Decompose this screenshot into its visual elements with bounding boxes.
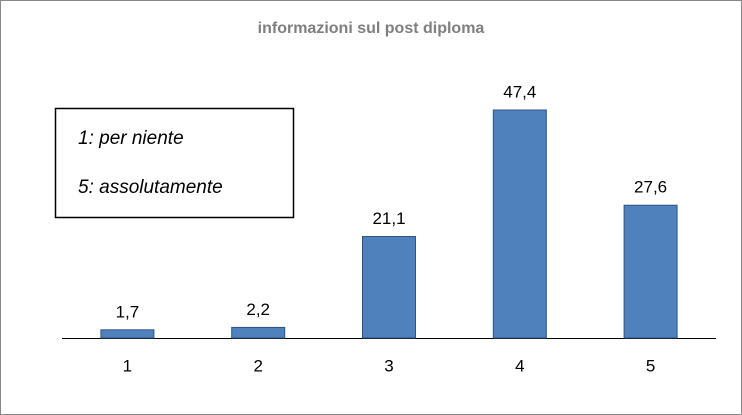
value-label: 47,4 bbox=[503, 82, 536, 101]
bar bbox=[623, 204, 678, 339]
x-tick-label: 4 bbox=[515, 356, 524, 375]
value-label: 21,1 bbox=[372, 209, 405, 228]
x-tick-label: 2 bbox=[253, 356, 262, 375]
value-label: 27,6 bbox=[634, 178, 667, 197]
x-tick-label: 1 bbox=[123, 356, 132, 375]
annotation: 5: assolutamente bbox=[78, 177, 223, 198]
bar bbox=[362, 236, 416, 339]
annotation: 1: per niente bbox=[78, 128, 184, 149]
bar bbox=[100, 329, 155, 339]
value-label: 1,7 bbox=[116, 302, 140, 321]
bar bbox=[231, 326, 286, 339]
annotation-box bbox=[54, 107, 295, 219]
bar bbox=[492, 109, 547, 339]
chart-title: informazioni sul post diploma bbox=[258, 20, 485, 37]
x-tick-label: 3 bbox=[384, 356, 393, 375]
value-label: 2,2 bbox=[246, 300, 270, 319]
x-tick-label: 5 bbox=[646, 356, 655, 375]
